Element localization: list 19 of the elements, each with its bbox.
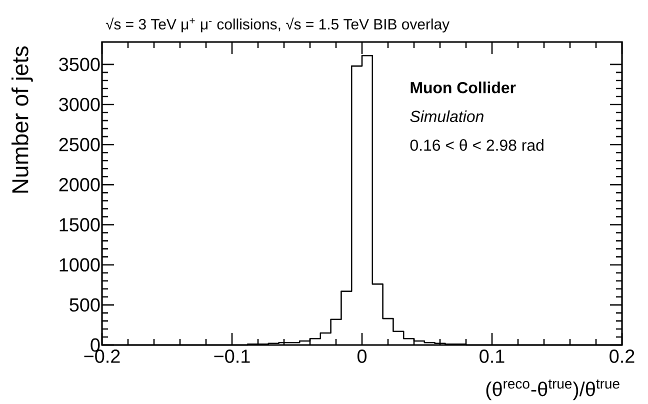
x-axis-title: (θ$^{reco}$-θ$^{true}$)/θ$^{true}$ xyxy=(486,380,620,400)
annotation: Muon Collider xyxy=(410,82,516,94)
chart-title: √s = 3 TeV μ$^{+}$ μ$^{-}$ collisions, √s = 1.5 TeV BIB overlay xyxy=(106,18,450,32)
y-axis-title: Number of jets xyxy=(12,46,33,193)
x-tick-label: −0.2 xyxy=(84,350,120,363)
annotation: 0.16 < θ < 2.98 rad xyxy=(410,139,544,151)
y-tick-label: 500 xyxy=(70,298,100,312)
x-tick-label: 0 xyxy=(357,350,367,363)
y-tick-label: 2000 xyxy=(59,178,100,192)
x-tick-label: −0.1 xyxy=(214,350,250,363)
y-tick-label: 3000 xyxy=(59,98,100,112)
y-tick-label: 2500 xyxy=(59,138,100,152)
annotation: Simulation xyxy=(410,110,484,122)
x-tick-label: 0.1 xyxy=(480,350,504,363)
y-tick-label: 1500 xyxy=(60,218,100,232)
y-tick-label: 0 xyxy=(90,338,100,352)
y-tick-label: 1000 xyxy=(60,258,100,272)
y-tick-label: 3500 xyxy=(59,58,100,72)
x-tick-label: 0.2 xyxy=(610,350,634,363)
